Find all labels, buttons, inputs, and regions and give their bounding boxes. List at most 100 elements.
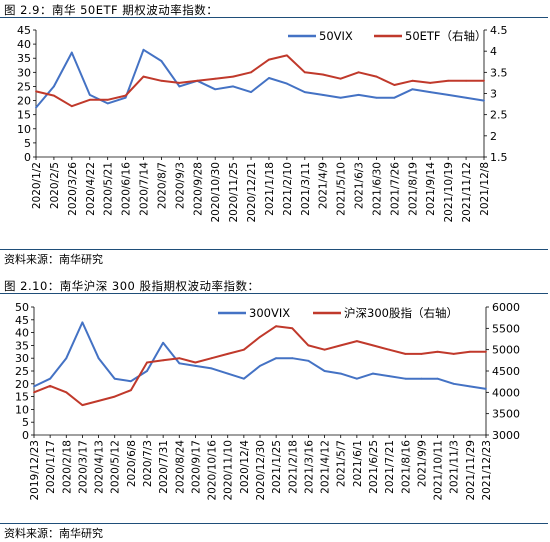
x-tick-label: 2021/12/23 (481, 440, 493, 501)
x-tick-label: 2021/9/14 (425, 162, 437, 216)
data-point (160, 79, 163, 82)
data-point (420, 377, 423, 380)
x-tick-label: 2020/8/24 (174, 440, 186, 494)
y2-tick-label: 4500 (492, 365, 520, 378)
data-point (357, 71, 360, 74)
source-note: 资料来源：南华研究 (4, 527, 103, 540)
x-tick-label: 2021/2/18 (287, 440, 299, 494)
y2-tick-label: 4000 (492, 386, 520, 399)
data-point (214, 77, 217, 80)
x-tick-label: 2020/12/4 (239, 440, 251, 494)
data-point (146, 370, 148, 372)
x-tick-label: 2020/10/30 (210, 162, 222, 223)
data-point (339, 372, 342, 375)
data-point (465, 79, 467, 82)
data-point (275, 357, 278, 360)
data-point (146, 361, 148, 364)
data-point (372, 344, 374, 347)
data-point (113, 395, 116, 398)
y2-tick-label: 4 (490, 45, 497, 58)
x-tick-label: 2020/3/26 (67, 162, 79, 216)
data-point (113, 377, 116, 380)
data-point (291, 357, 294, 360)
data-point (35, 106, 37, 109)
y2-tick-label: 6000 (492, 301, 520, 314)
y2-tick-label: 4.5 (490, 24, 508, 37)
data-point (465, 96, 467, 99)
data-point (162, 359, 165, 362)
x-tick-label: 2020/1/17 (45, 440, 57, 494)
data-point (429, 82, 432, 84)
title-underline (0, 17, 548, 18)
y-tick-label: 0 (22, 429, 29, 442)
x-tick-label: 2020/7/14 (139, 162, 151, 216)
data-point (339, 96, 342, 99)
x-tick-label: 2021/11/3 (449, 440, 461, 494)
figure-2-9: 图 2.9：南华 50ETF 期权波动率指数： 0 5 10 15 20 25 30 35 40… (0, 0, 550, 266)
data-point (226, 372, 229, 375)
data-point (429, 91, 432, 93)
data-point (196, 79, 199, 82)
data-point (162, 341, 165, 344)
y-tick-label: 40 (15, 327, 29, 340)
data-point (307, 359, 310, 362)
data-point (88, 94, 91, 96)
x-tick-label: 2020/11/25 (228, 162, 240, 223)
x-tick-label: 2020/9/3 (174, 162, 186, 209)
data-point (375, 75, 378, 78)
data-point (268, 58, 270, 61)
x-tick-label: 2020/9/17 (190, 440, 202, 494)
x-tick-label: 2021/9/9 (416, 440, 428, 487)
x-tick-label: 2021/5/10 (336, 162, 348, 216)
x-tick-label: 2020/5/21 (103, 162, 115, 216)
data-point (250, 71, 252, 74)
data-point (323, 370, 326, 372)
y2-tick-label: 3000 (492, 429, 520, 442)
data-point (447, 79, 450, 82)
data-point (291, 327, 294, 330)
x-tick-label: 2020/4/13 (94, 440, 106, 494)
x-tick-label: 2021/5/7 (336, 440, 348, 487)
data-point (404, 353, 407, 355)
y-tick-label: 10 (15, 403, 29, 416)
data-point (53, 85, 55, 88)
y2-tick-label: 3500 (492, 408, 520, 421)
figure-2-10: 图 2.10：南华沪深 300 股指期权波动率指数： 0 5 10 15 20 25 30 3… (0, 276, 550, 542)
x-tick-label: 2021/8/16 (400, 440, 412, 494)
x-tick-label: 2020/5/12 (110, 440, 122, 494)
data-point (485, 388, 487, 390)
data-point (35, 90, 37, 93)
legend-label: 50VIX (319, 29, 353, 43)
data-point (178, 82, 181, 84)
x-tick-label: 2020/12/21 (246, 162, 258, 223)
data-point (483, 79, 485, 82)
legend-label: 沪深300股指（右轴） (344, 306, 458, 320)
x-tick-label: 2021/6/3 (354, 162, 366, 209)
data-point (411, 79, 414, 82)
legend-label: 300VIX (249, 306, 290, 320)
data-point (178, 357, 181, 360)
data-point (65, 357, 68, 360)
y-tick-label: 0 (24, 151, 31, 164)
x-tick-label: 2021/6/30 (371, 162, 383, 216)
data-point (97, 357, 100, 360)
y-tick-label: 15 (17, 109, 31, 122)
data-point (393, 84, 396, 86)
data-point (49, 385, 52, 387)
data-point (259, 364, 261, 367)
data-point (178, 362, 181, 365)
y-tick-label: 45 (15, 314, 29, 327)
data-point (355, 340, 358, 343)
data-point (33, 391, 35, 394)
y-tick-label: 5 (22, 416, 29, 429)
y-tick-label: 35 (17, 52, 31, 65)
data-point (242, 377, 245, 380)
data-point (339, 344, 342, 347)
y-tick-label: 35 (15, 339, 29, 352)
data-point (268, 77, 270, 79)
data-point (214, 88, 217, 91)
x-tick-label: 2021/3/11 (300, 162, 312, 216)
data-point (88, 98, 91, 101)
y-tick-label: 45 (17, 24, 31, 37)
